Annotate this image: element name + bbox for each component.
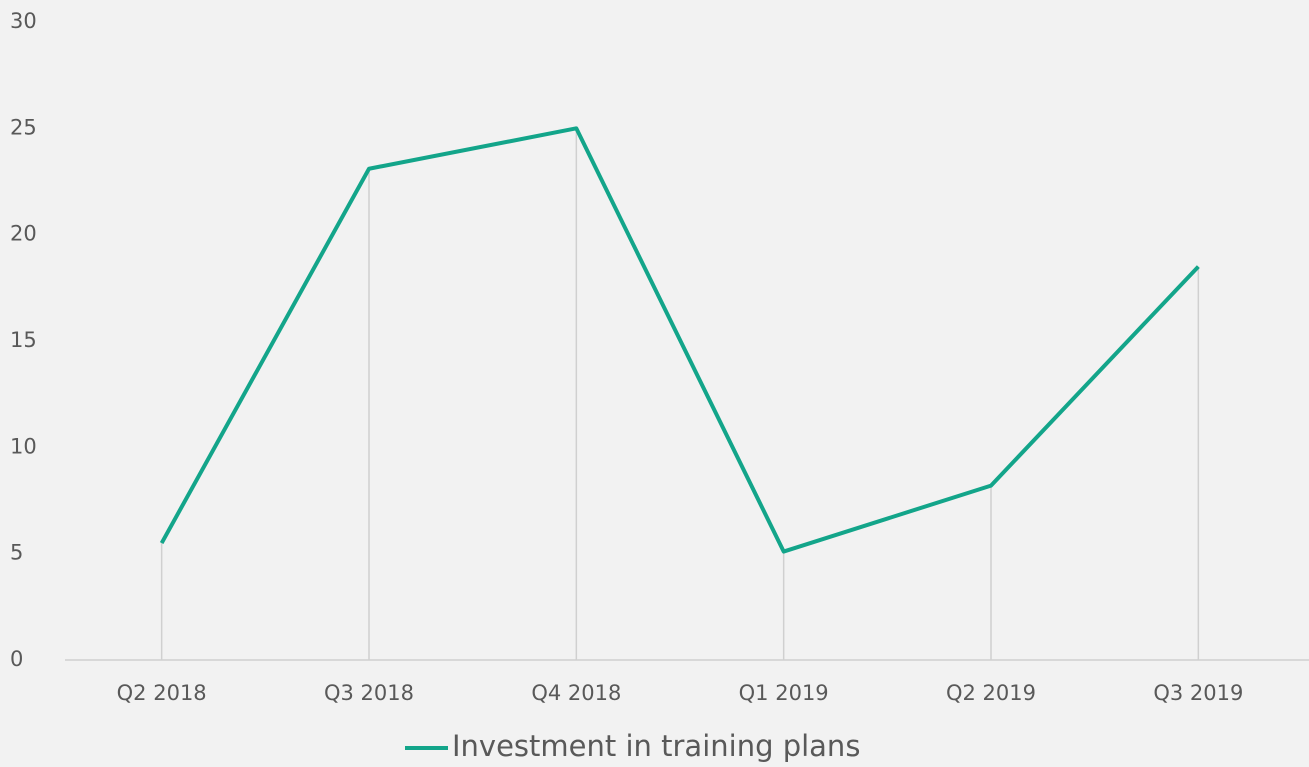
series-line: [159, 126, 1200, 554]
x-tick-label: Q4 2018: [531, 681, 621, 705]
legend-text: Investment in training plans: [452, 729, 860, 763]
x-tick-label: Q3 2019: [1153, 681, 1243, 705]
x-tick-label: Q2 2018: [117, 681, 207, 705]
y-tick-label: 30: [10, 9, 37, 33]
x-tick-label: Q3 2018: [324, 681, 414, 705]
y-tick-label: 10: [10, 434, 37, 458]
y-tick-label: 20: [10, 222, 37, 246]
x-tick-label: Q2 2019: [946, 681, 1036, 705]
y-tick-label: 15: [10, 328, 37, 352]
y-tick-label: 25: [10, 115, 37, 139]
y-tick-label: 5: [10, 541, 23, 565]
x-tick-label: Q1 2019: [739, 681, 829, 705]
y-tick-label: 0: [10, 647, 23, 671]
